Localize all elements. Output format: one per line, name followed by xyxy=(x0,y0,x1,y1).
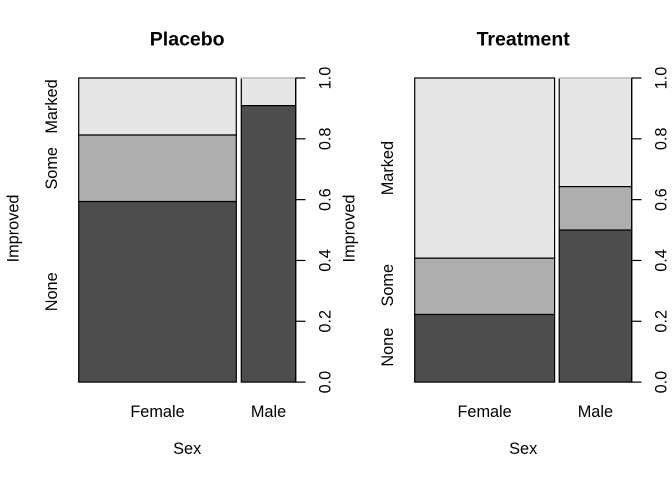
svg-text:0.8: 0.8 xyxy=(653,127,671,150)
svg-text:Treatment: Treatment xyxy=(477,28,571,50)
svg-text:1.0: 1.0 xyxy=(653,67,671,90)
svg-text:0.2: 0.2 xyxy=(317,310,335,333)
svg-text:0.4: 0.4 xyxy=(317,249,335,272)
svg-text:Improved: Improved xyxy=(340,195,358,263)
svg-text:0.0: 0.0 xyxy=(653,371,671,394)
svg-text:None: None xyxy=(43,272,61,311)
svg-text:0.4: 0.4 xyxy=(653,249,671,272)
svg-text:Male: Male xyxy=(578,403,613,421)
svg-text:0.2: 0.2 xyxy=(653,310,671,333)
svg-text:Female: Female xyxy=(130,403,184,421)
svg-text:Sex: Sex xyxy=(173,440,201,458)
svg-text:0.6: 0.6 xyxy=(317,188,335,211)
svg-text:Some: Some xyxy=(379,264,397,307)
svg-text:Female: Female xyxy=(457,403,511,421)
svg-text:0.0: 0.0 xyxy=(317,371,335,394)
svg-text:Improved: Improved xyxy=(4,195,22,263)
svg-text:Marked: Marked xyxy=(43,79,61,133)
svg-text:None: None xyxy=(379,328,397,367)
svg-text:Male: Male xyxy=(251,403,286,421)
svg-text:0.6: 0.6 xyxy=(653,188,671,211)
svg-text:Placebo: Placebo xyxy=(150,28,225,50)
svg-text:Some: Some xyxy=(43,147,61,190)
svg-text:Marked: Marked xyxy=(379,141,397,195)
svg-text:1.0: 1.0 xyxy=(317,67,335,90)
svg-text:Sex: Sex xyxy=(509,440,537,458)
svg-text:0.8: 0.8 xyxy=(317,127,335,150)
